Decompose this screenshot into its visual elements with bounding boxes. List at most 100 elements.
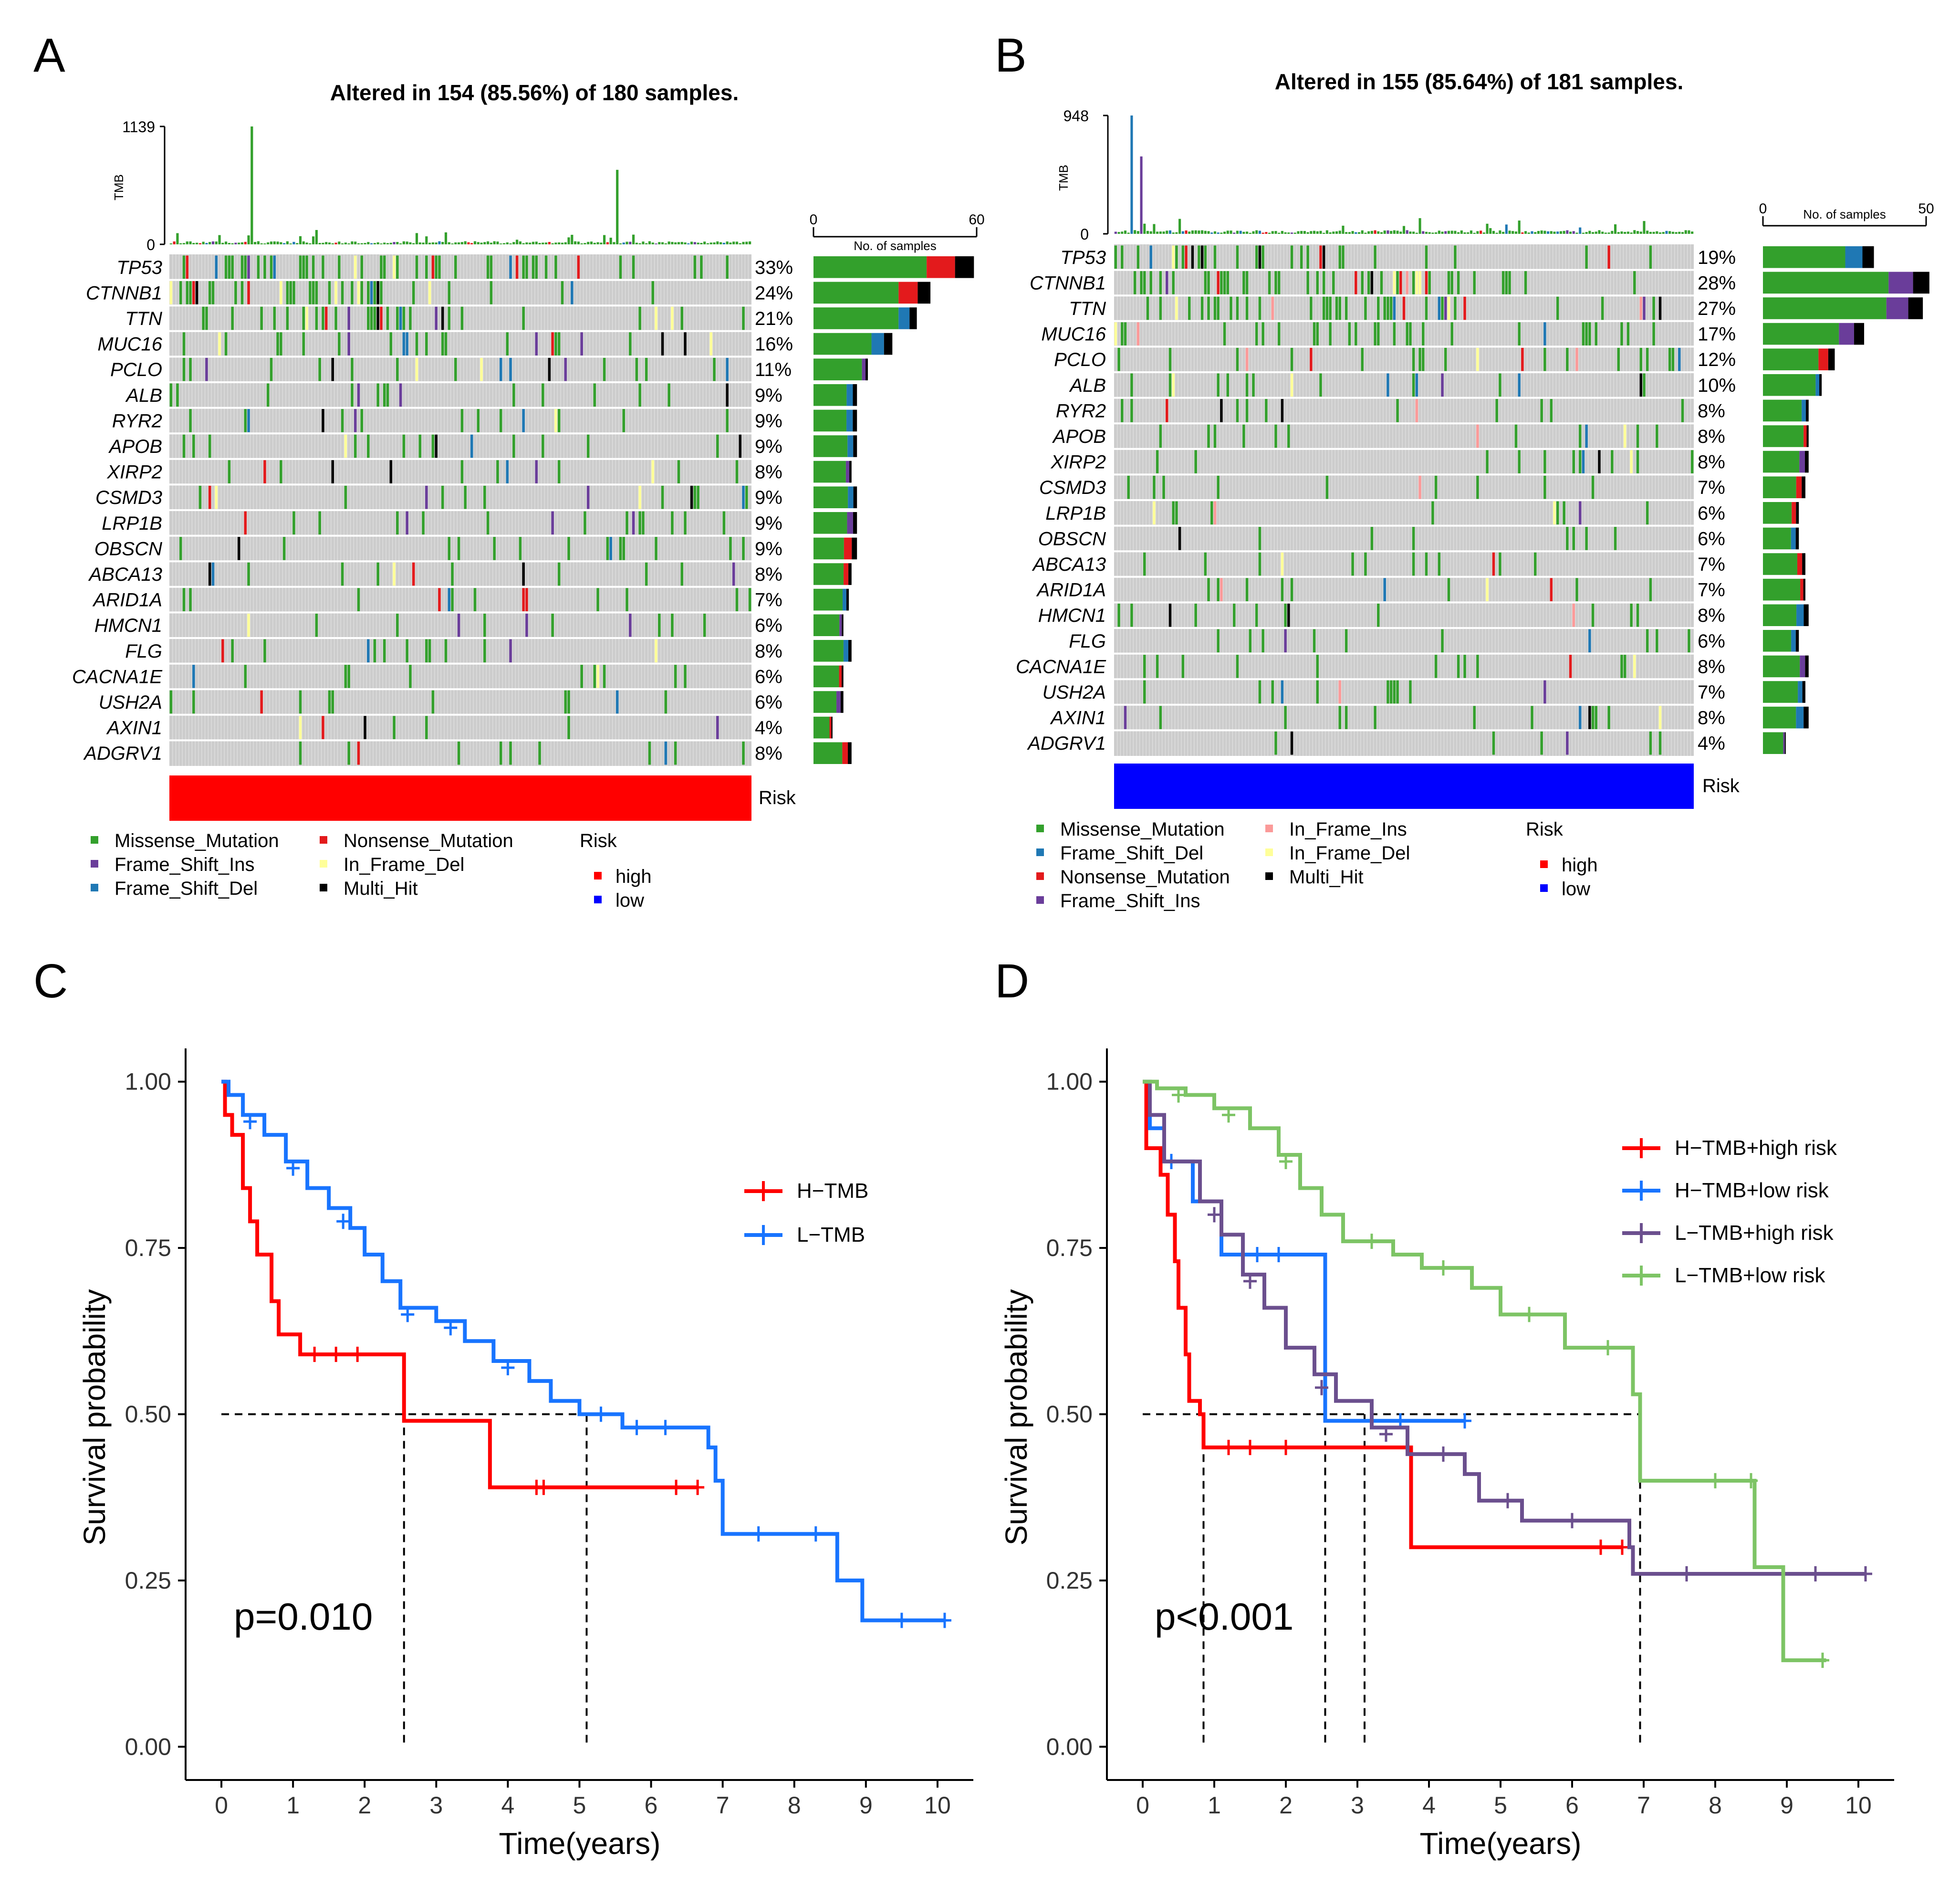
mutation-cell [1441, 373, 1444, 397]
mutation-cell [742, 306, 745, 330]
mutation-cell [619, 537, 622, 560]
mutation-cell [745, 485, 748, 509]
risk-legend-title: Risk [1526, 819, 1564, 840]
mutation-cell [522, 409, 525, 432]
mutation-cell [266, 383, 270, 407]
mutation-cell [273, 306, 276, 330]
mutation-cell [441, 306, 444, 330]
mutation-cell [1566, 731, 1569, 755]
tmb-bar [244, 241, 247, 244]
mutation-cell [1322, 271, 1325, 294]
tmb-bar [1514, 231, 1518, 234]
x-tick-label: 1 [1208, 1792, 1221, 1819]
mutation-cell [1217, 373, 1220, 397]
mutation-cell [425, 332, 428, 356]
tmb-bar [577, 241, 580, 244]
gene-count-bar-segment [846, 588, 849, 611]
tmb-bar [1239, 230, 1242, 234]
gene-count-bar-segment [813, 512, 847, 534]
mutation-cell [1319, 373, 1322, 397]
mutation-cell [357, 281, 360, 304]
tmb-bar [1217, 232, 1220, 234]
mutation-cell [1486, 578, 1489, 601]
gene-percent: 6% [1698, 528, 1725, 549]
mutation-cell [1387, 373, 1389, 397]
risk-legend-low: low [1562, 879, 1590, 900]
mutation-cell [674, 665, 677, 688]
gene-percent: 8% [755, 564, 782, 585]
mutation-cell [186, 281, 189, 304]
mutation-cell [1393, 680, 1396, 704]
mutation-cell [1172, 271, 1175, 294]
tmb-max-tick: 948 [1063, 107, 1089, 125]
mutation-cell [606, 537, 609, 560]
mutation-cell [1166, 399, 1168, 422]
mutation-cell [448, 281, 451, 304]
gene-count-bar-segment [1795, 527, 1799, 550]
gene-label: APOB [1052, 426, 1106, 447]
mutation-cell [1261, 629, 1264, 653]
gene-count-bar-segment [1763, 732, 1783, 754]
tmb-bar [542, 242, 544, 244]
mutation-cell [1284, 629, 1287, 653]
mutation-cell [192, 281, 195, 304]
tmb-bar [1684, 230, 1687, 234]
mutation-cell [389, 332, 393, 356]
mutation-cell [1255, 322, 1258, 345]
mutation-cell [244, 665, 247, 688]
tmb-bar [622, 242, 625, 244]
tmb-bar [315, 230, 318, 244]
mutation-cell [1277, 271, 1281, 294]
mutation-cell [237, 537, 240, 560]
tmb-bar [186, 241, 188, 244]
mutation-cell [1418, 475, 1421, 499]
mutation-cell [393, 716, 396, 739]
mutation-cell [189, 357, 192, 381]
mutation-cell [1338, 296, 1342, 320]
mutation-cell [551, 613, 554, 637]
tmb-bar [415, 233, 418, 244]
mutation-cell [542, 383, 544, 407]
mutation-cell [324, 306, 328, 330]
gene-label: OBSCN [1038, 528, 1106, 549]
mutation-cell [1313, 629, 1316, 653]
mutation-cell [360, 255, 364, 279]
mutation-cell [632, 511, 635, 535]
tmb-bar [1367, 231, 1370, 234]
mutation-cell [1623, 424, 1626, 448]
tmb-max-tick: 1139 [122, 118, 155, 136]
mutation-cell [169, 383, 173, 407]
gene-count-bar-segment [1828, 348, 1835, 370]
mutation-cell [535, 460, 538, 483]
mutation-cell [334, 281, 337, 304]
mutation-cell [1245, 578, 1249, 601]
mutation-cell [470, 434, 473, 458]
mutation-cell [1473, 706, 1476, 729]
mutation-cell [383, 639, 386, 663]
tmb-bar [529, 242, 532, 244]
mutation-cell [354, 409, 357, 432]
mutation-cell [396, 357, 399, 381]
mutation-cell [1313, 322, 1316, 345]
mutation-cell [1255, 245, 1258, 269]
mutation-cell [684, 332, 687, 356]
mutation-cell [1422, 322, 1425, 345]
mutation-cell [1284, 603, 1287, 627]
gene-percent: 9% [755, 410, 782, 431]
tmb-bar [522, 243, 525, 244]
tmb-bar [448, 242, 450, 244]
mutation-cell [1533, 552, 1537, 576]
gene-count-bar-segment [1908, 297, 1923, 319]
mutation-cell [509, 741, 512, 765]
mutation-cell [1633, 271, 1636, 294]
tmb-bar [729, 242, 732, 244]
gene-percent: 24% [755, 283, 793, 304]
tmb-bar [1233, 232, 1236, 234]
tmb-bar [1639, 231, 1642, 234]
gene-count-bar-segment [853, 512, 857, 534]
tmb-bar [1550, 231, 1553, 234]
gene-count-bar-segment [848, 640, 852, 662]
mutation-cell [486, 255, 490, 279]
mutation-cell [648, 741, 651, 765]
mutation-cell [383, 255, 386, 279]
